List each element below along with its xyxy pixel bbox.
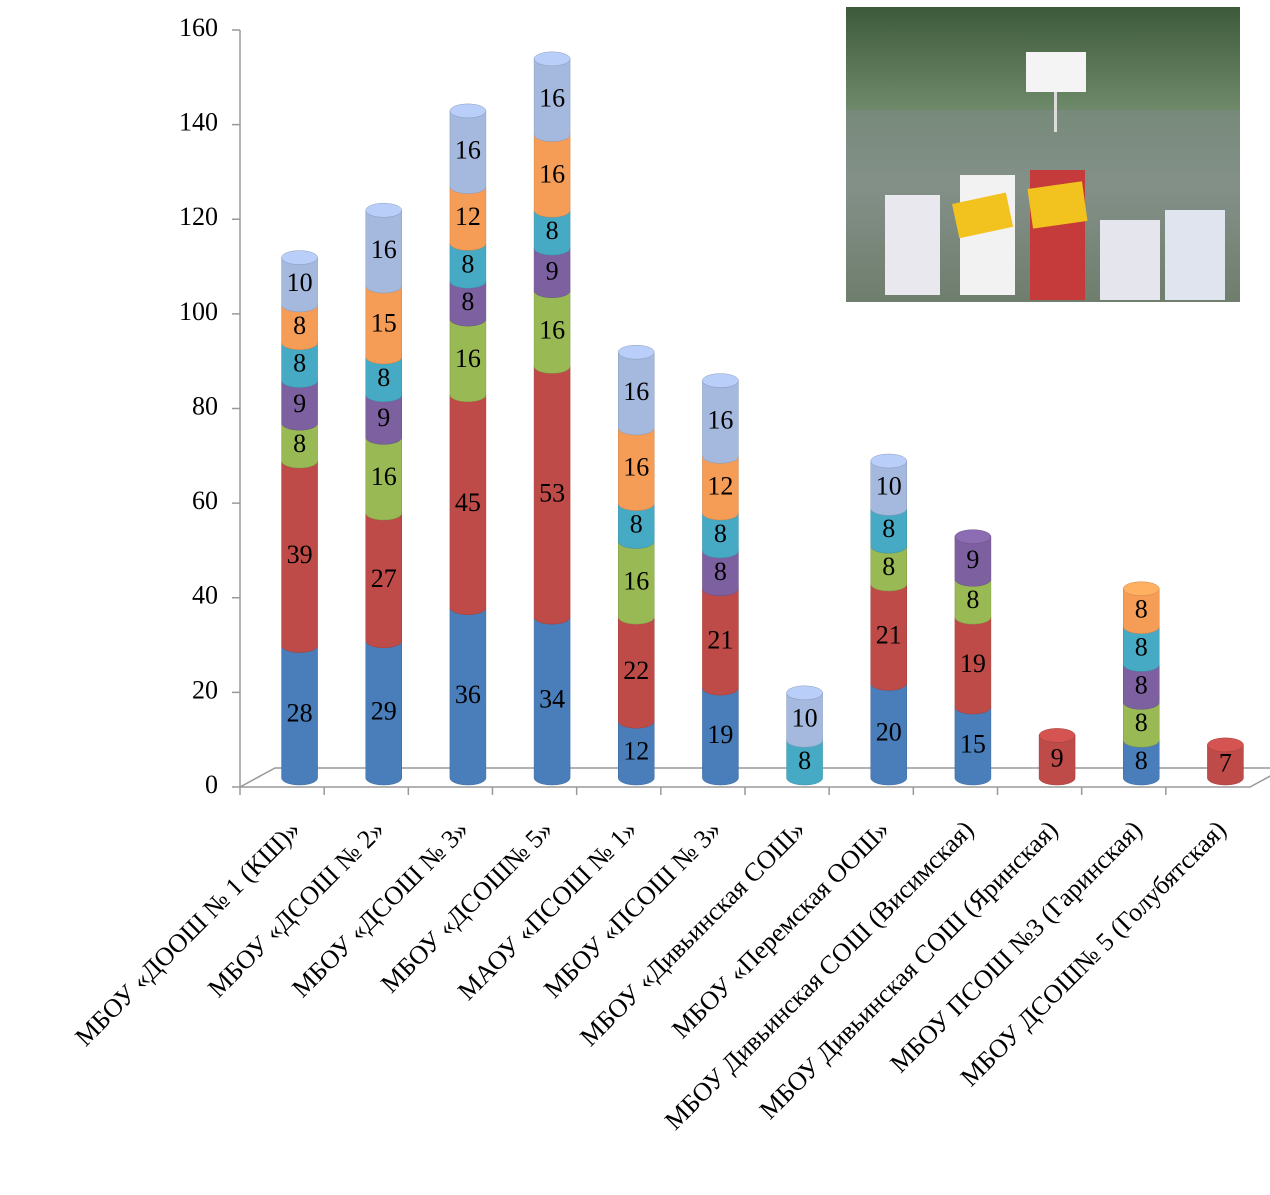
y-tick-label: 120 [179, 202, 218, 231]
value-label: 16 [707, 405, 733, 434]
value-label: 8 [966, 585, 979, 614]
bar-cap [533, 51, 571, 67]
value-label: 22 [623, 656, 649, 685]
value-label: 8 [1135, 595, 1148, 624]
value-label: 15 [371, 308, 397, 337]
value-label: 12 [623, 737, 649, 766]
value-label: 12 [707, 472, 733, 501]
value-label: 15 [960, 729, 986, 758]
value-label: 20 [876, 718, 902, 747]
value-label: 12 [455, 202, 481, 231]
value-label: 8 [293, 311, 306, 340]
bar-cap [449, 103, 487, 119]
value-label: 8 [293, 349, 306, 378]
value-label: 45 [455, 488, 481, 517]
value-label: 9 [546, 256, 559, 285]
y-tick-label: 0 [205, 770, 218, 799]
y-tick-label: 60 [192, 486, 218, 515]
value-label: 8 [1135, 632, 1148, 661]
value-label: 8 [882, 552, 895, 581]
value-label: 19 [707, 720, 733, 749]
value-label: 7 [1219, 748, 1232, 777]
value-label: 34 [539, 685, 565, 714]
y-tick-label: 160 [179, 13, 218, 42]
y-tick-label: 140 [179, 108, 218, 137]
value-label: 16 [623, 377, 649, 406]
y-tick-label: 100 [179, 297, 218, 326]
value-label: 39 [287, 540, 313, 569]
value-label: 16 [539, 84, 565, 113]
bar-cap [281, 250, 318, 265]
value-label: 8 [630, 509, 643, 538]
value-label: 29 [371, 696, 397, 725]
value-label: 16 [455, 136, 481, 165]
value-label: 16 [623, 566, 649, 595]
y-tick-label: 40 [192, 581, 218, 610]
x-tick-label: МБОУ Дивьинская СОШ (Яринская) [754, 815, 1064, 1125]
value-label: 21 [707, 625, 733, 654]
bar-cap [1038, 728, 1076, 743]
value-label: 16 [539, 316, 565, 345]
value-label: 53 [539, 479, 565, 508]
value-label: 8 [546, 216, 559, 245]
bar-cap [365, 203, 402, 218]
bar-cap [954, 529, 992, 544]
x-tick-label: МБОУ Дивьинская СОШ (Висимская) [659, 815, 979, 1135]
bar-cap [786, 685, 823, 701]
value-label: 8 [882, 514, 895, 543]
value-label: 8 [1135, 746, 1148, 775]
y-tick-label: 80 [192, 391, 218, 420]
value-label: 28 [287, 699, 313, 728]
value-label: 21 [876, 621, 902, 650]
value-label: 8 [461, 287, 474, 316]
bar-cap [1123, 581, 1160, 596]
value-label: 36 [455, 680, 481, 709]
bar-cap [1207, 737, 1244, 753]
value-label: 16 [623, 453, 649, 482]
value-label: 16 [371, 462, 397, 491]
bar-cap [618, 344, 655, 360]
value-label: 19 [960, 649, 986, 678]
value-label: 8 [714, 557, 727, 586]
value-label: 8 [293, 429, 306, 458]
photo [846, 7, 1240, 302]
y-tick-label: 20 [192, 675, 218, 704]
value-label: 8 [798, 746, 811, 775]
value-label: 27 [371, 564, 397, 593]
value-label: 9 [1051, 744, 1064, 773]
value-label: 9 [293, 389, 306, 418]
value-label: 16 [371, 235, 397, 264]
value-label: 8 [377, 363, 390, 392]
bar-cap [702, 373, 739, 388]
value-label: 8 [1135, 708, 1148, 737]
value-label: 16 [455, 344, 481, 373]
value-label: 9 [966, 545, 979, 574]
value-label: 9 [377, 403, 390, 432]
value-label: 10 [287, 268, 313, 297]
value-label: 10 [792, 703, 818, 732]
value-label: 8 [461, 249, 474, 278]
value-label: 10 [876, 472, 902, 501]
value-label: 8 [714, 519, 727, 548]
value-label: 16 [539, 159, 565, 188]
bar-cap [870, 453, 907, 469]
value-label: 8 [1135, 670, 1148, 699]
